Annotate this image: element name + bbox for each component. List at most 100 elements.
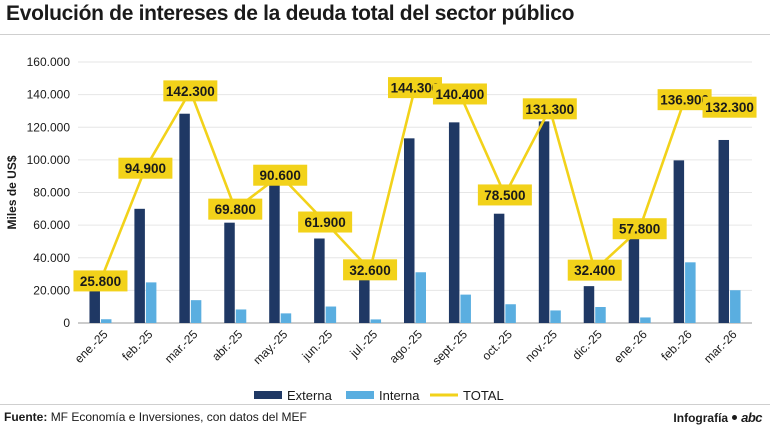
total-label-text: 140.400 [436, 87, 485, 102]
x-tick-label: oct.-25 [479, 327, 515, 363]
x-tick-label: may.-25 [250, 327, 290, 367]
bar-externa [89, 284, 100, 323]
bar-externa [269, 184, 280, 323]
bar-interna [685, 262, 696, 323]
title-divider [0, 34, 770, 35]
total-label-box [702, 96, 757, 118]
bar-externa [224, 222, 235, 323]
total-label-box [163, 80, 218, 102]
y-tick-label: 160.000 [27, 55, 71, 69]
y-tick-label: 60.000 [33, 218, 70, 232]
y-tick-label: 100.000 [27, 153, 71, 167]
total-label-text: 90.600 [260, 168, 301, 183]
total-data-label: 69.800 [208, 198, 263, 220]
total-data-label: 94.900 [118, 157, 173, 179]
legend-label: Interna [379, 388, 420, 403]
total-label-box [298, 211, 353, 233]
legend-swatch [346, 391, 374, 399]
total-data-label: 142.300 [163, 80, 218, 102]
bar-interna [280, 313, 292, 323]
y-tick-label: 80.000 [33, 186, 70, 200]
bar-interna [190, 300, 202, 323]
x-tick-label: feb.-25 [119, 327, 156, 364]
total-label-box [432, 83, 487, 105]
x-tick-label: sept.-25 [429, 327, 470, 368]
x-tick-label: jun.-25 [299, 327, 336, 364]
bar-interna [415, 272, 426, 323]
y-tick-label: 20.000 [33, 283, 70, 297]
y-tick-label: 120.000 [27, 120, 71, 134]
total-data-label: 78.500 [477, 184, 532, 206]
total-data-label: 90.600 [253, 164, 308, 186]
total-label-text: 78.500 [484, 188, 525, 203]
footer: Fuente: MF Economía e Inversiones, con d… [0, 404, 770, 431]
bar-externa [493, 213, 505, 323]
separator-dot [732, 415, 738, 421]
total-label-box [253, 164, 308, 186]
total-label-text: 142.300 [166, 84, 215, 99]
total-data-label: 25.800 [73, 270, 128, 292]
bar-interna [505, 304, 516, 323]
total-data-label: 131.300 [522, 98, 577, 120]
x-tick-label: nov.-25 [522, 327, 560, 365]
total-label-box [118, 157, 173, 179]
total-label-box [612, 218, 667, 240]
total-data-label: 140.400 [432, 83, 487, 105]
bar-interna [235, 309, 247, 323]
credit-text: Infografía [673, 411, 729, 425]
bar-externa [583, 286, 595, 323]
total-label-text: 32.400 [574, 263, 615, 278]
total-data-label: 144.300 [388, 77, 442, 99]
bar-externa [718, 139, 730, 323]
chart-title: Evolución de intereses de la deuda total… [6, 2, 575, 25]
total-label-text: 144.300 [391, 81, 440, 96]
total-data-label: 61.900 [298, 211, 353, 233]
x-tick-label: mar.-26 [701, 327, 740, 366]
x-tick-label: mar.-25 [162, 327, 201, 366]
total-label-box [208, 198, 263, 220]
legend-item: Interna [346, 388, 420, 403]
bar-interna [325, 306, 337, 323]
bar-interna [640, 317, 651, 323]
bar-interna [730, 290, 741, 323]
bar-externa [448, 122, 460, 323]
total-label-text: 69.800 [215, 202, 256, 217]
x-tick-label: ene.-25 [72, 327, 111, 366]
total-label-box [388, 77, 442, 99]
legend-item: Externa [254, 388, 333, 403]
bar-externa [314, 238, 325, 323]
credit: Infografía abc [673, 410, 762, 425]
total-label-box [477, 184, 532, 206]
legend-swatch [254, 391, 282, 399]
bar-externa [538, 121, 550, 323]
total-data-label: 132.300 [702, 96, 757, 118]
abc-logo: abc [741, 410, 762, 425]
total-data-label: 32.400 [567, 259, 622, 281]
bar-interna [550, 310, 561, 323]
x-tick-label: feb.-26 [658, 327, 695, 364]
bar-interna [595, 307, 606, 323]
bar-externa [673, 160, 685, 323]
source-note: Fuente: MF Economía e Inversiones, con d… [4, 410, 307, 424]
bar-externa [179, 113, 190, 323]
total-data-label: 136.900 [657, 89, 712, 111]
bar-interna [370, 319, 382, 323]
bar-externa [134, 208, 145, 323]
bar-externa [359, 273, 370, 323]
chart-area: 25.800 94.900 142.300 69.800 90.600 61.900 32.… [5, 55, 757, 403]
total-label-box [343, 259, 398, 281]
total-data-label: 57.800 [612, 218, 667, 240]
y-tick-label: 140.000 [27, 88, 71, 102]
total-label-text: 132.300 [705, 100, 754, 115]
x-tick-label: ago.-25 [386, 327, 425, 366]
bar-externa [404, 138, 415, 323]
total-label-box [522, 98, 577, 120]
total-label-text: 57.800 [619, 222, 660, 237]
source-text: MF Economía e Inversiones, con datos del… [50, 410, 307, 424]
total-label-text: 131.300 [525, 102, 574, 117]
x-tick-label: dic.-25 [569, 327, 605, 363]
y-tick-label: 40.000 [33, 251, 70, 265]
bar-externa [628, 234, 640, 323]
total-data-label: 32.600 [343, 259, 398, 281]
total-label-text: 25.800 [80, 274, 121, 289]
